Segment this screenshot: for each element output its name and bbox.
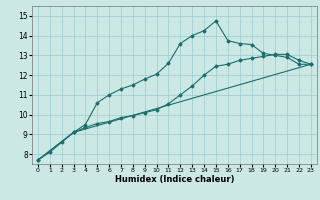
X-axis label: Humidex (Indice chaleur): Humidex (Indice chaleur) [115, 175, 234, 184]
